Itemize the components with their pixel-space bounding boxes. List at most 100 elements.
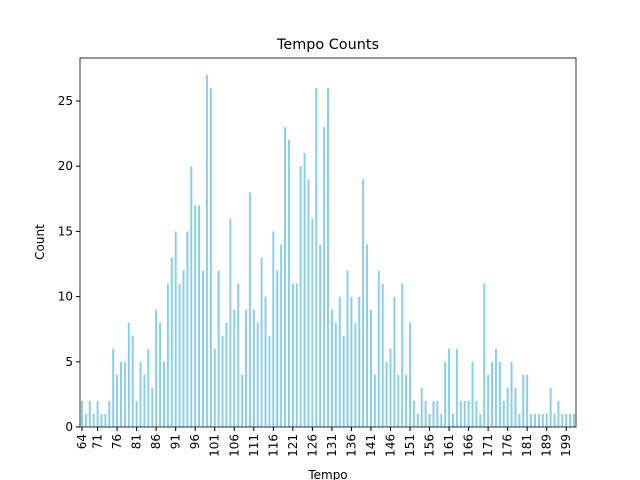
bar [233, 309, 236, 427]
bar [143, 374, 146, 427]
bar [256, 322, 259, 427]
bar [264, 296, 267, 427]
bar [409, 322, 411, 427]
x-tick-label: 181 [520, 434, 534, 457]
bar [381, 283, 384, 427]
x-tick-label: 166 [462, 434, 476, 457]
bar [412, 400, 415, 427]
y-tick-label: 5 [65, 355, 73, 369]
x-tick-label: 116 [266, 434, 280, 457]
bar [510, 361, 513, 427]
bar [327, 87, 329, 427]
x-tick-label: 141 [364, 434, 378, 457]
x-tick-label: 131 [325, 434, 339, 457]
bar [280, 244, 283, 427]
x-tick-label: 86 [149, 434, 163, 449]
bar [534, 413, 536, 427]
bar [553, 413, 556, 427]
bar [108, 400, 111, 427]
y-tick-label: 25 [58, 94, 73, 108]
bar [299, 166, 302, 428]
bar [393, 296, 396, 427]
x-tick-label: 64 [75, 434, 89, 449]
y-tick-label: 20 [58, 159, 73, 173]
bar [229, 218, 232, 427]
x-tick-label: 189 [540, 434, 554, 457]
bar [225, 322, 228, 427]
x-tick-label: 136 [344, 434, 358, 457]
x-tick-label: 91 [169, 434, 183, 449]
bar [284, 127, 287, 427]
bar [330, 309, 333, 427]
bar [272, 231, 275, 427]
x-tick-label: 76 [110, 434, 124, 449]
x-tick-label: 111 [247, 434, 261, 457]
bar [373, 374, 376, 427]
bar [444, 361, 447, 427]
bar [131, 335, 134, 427]
bar [420, 387, 423, 427]
bar [334, 322, 337, 427]
bar [557, 400, 560, 427]
bar [166, 283, 169, 427]
bar [541, 413, 544, 427]
bar [104, 413, 107, 427]
bar [436, 400, 439, 427]
bar [127, 322, 130, 427]
bar [401, 283, 404, 427]
bar [186, 231, 189, 427]
bar [471, 361, 474, 427]
x-tick-label: 199 [559, 434, 573, 457]
bar [80, 400, 83, 427]
bar [545, 413, 548, 427]
bar [295, 283, 298, 427]
bar [491, 361, 494, 427]
bar [139, 361, 142, 427]
bar [565, 413, 568, 427]
bar [291, 283, 294, 427]
bar [190, 166, 193, 428]
bar [135, 400, 138, 427]
bar [323, 127, 326, 427]
bar [248, 192, 251, 427]
bar [147, 348, 150, 427]
bar [455, 348, 458, 427]
x-tick-label: 156 [423, 434, 437, 457]
bar [487, 374, 490, 427]
x-axis-label: Tempo [307, 468, 347, 480]
chart-title: Tempo Counts [276, 37, 379, 53]
bar [350, 296, 353, 427]
y-tick-label: 15 [58, 224, 73, 238]
bar [416, 413, 419, 427]
y-tick-label: 0 [65, 420, 73, 434]
bar [120, 361, 122, 427]
bar [389, 348, 392, 427]
bar [424, 400, 427, 427]
bar [502, 400, 505, 427]
bar [276, 270, 279, 427]
x-tick-label: 171 [481, 434, 495, 457]
x-tick-label: 151 [403, 434, 417, 457]
bar [405, 374, 408, 427]
x-tick-label: 101 [208, 434, 222, 457]
x-tick-label: 96 [188, 434, 202, 449]
bar [307, 179, 310, 427]
x-tick-label: 176 [501, 434, 515, 457]
bar [287, 140, 290, 427]
bar [174, 231, 177, 427]
bar [366, 244, 369, 427]
plot-frame [79, 57, 577, 428]
bar [369, 309, 372, 427]
bar [526, 374, 529, 427]
bar [475, 400, 478, 427]
x-tick-label: 71 [91, 434, 105, 449]
bar [358, 296, 361, 427]
bar [498, 361, 501, 427]
bar [260, 257, 263, 427]
bar [245, 309, 247, 427]
bar [112, 348, 115, 427]
bar [522, 374, 525, 427]
bar [217, 270, 220, 427]
bar [155, 309, 158, 427]
